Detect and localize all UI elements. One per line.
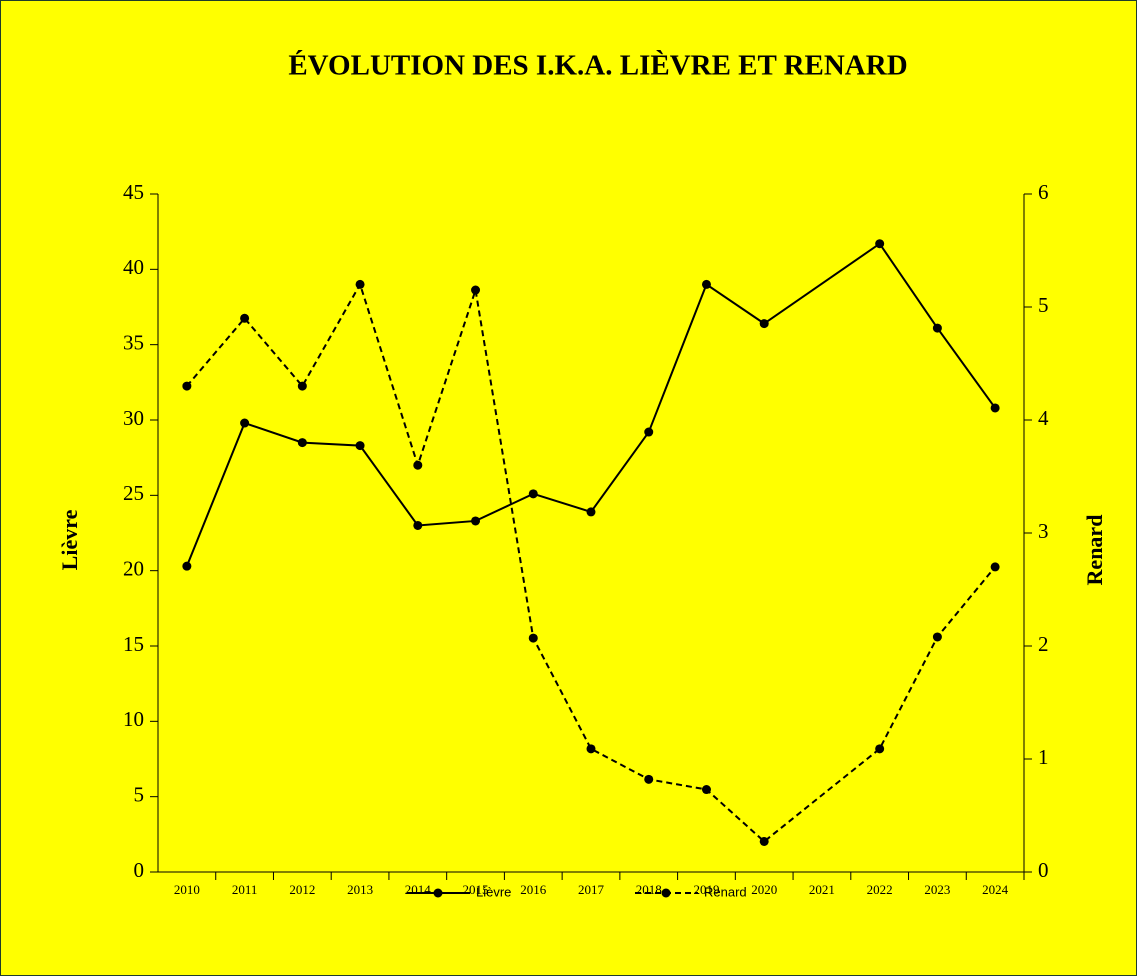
point <box>701 279 711 289</box>
point <box>182 561 192 571</box>
point <box>413 460 423 470</box>
y-tick-label: 0 <box>134 858 145 882</box>
point <box>528 633 538 643</box>
x-tick-label: 2014 <box>405 882 432 897</box>
y-axis-label: Lièvre <box>57 509 82 570</box>
series-line <box>185 242 996 567</box>
y2-tick-label: 5 <box>1038 293 1049 317</box>
point <box>586 744 596 754</box>
point <box>644 774 654 784</box>
y-tick-label: 25 <box>123 481 144 505</box>
x-tick-label: 2023 <box>924 882 950 897</box>
y-tick-label: 40 <box>123 255 144 279</box>
legend-label: Lièvre <box>476 884 511 899</box>
y-tick-label: 5 <box>134 782 145 806</box>
point <box>932 323 942 333</box>
point <box>240 313 250 323</box>
point <box>932 632 942 642</box>
point <box>528 489 538 499</box>
chart-title: ÉVOLUTION DES I.K.A. LIÈVRE ET RENARD <box>288 49 907 82</box>
point <box>297 381 307 391</box>
point <box>701 785 711 795</box>
x-tick-label: 2021 <box>809 882 835 897</box>
x-tick-label: 2020 <box>751 882 777 897</box>
x-tick-label: 2022 <box>867 882 893 897</box>
x-tick-label: 2010 <box>174 882 200 897</box>
x-tick-label: 2024 <box>982 882 1009 897</box>
y2-tick-label: 4 <box>1038 406 1049 430</box>
point <box>759 319 769 329</box>
point <box>586 507 596 517</box>
x-tick-label: 2017 <box>578 882 605 897</box>
y-tick-label: 35 <box>123 330 144 354</box>
y2-tick-label: 0 <box>1038 858 1049 882</box>
x-tick-label: 2018 <box>636 882 662 897</box>
point <box>355 441 365 451</box>
point <box>875 239 885 249</box>
y-tick-label: 20 <box>123 556 144 580</box>
series-line <box>186 281 996 843</box>
point <box>471 285 481 295</box>
legend-marker <box>433 888 443 898</box>
x-tick-label: 2016 <box>520 882 547 897</box>
point <box>759 836 769 846</box>
legend-marker <box>661 888 671 898</box>
point <box>355 279 365 289</box>
x-tick-label: 2012 <box>289 882 315 897</box>
y-tick-label: 30 <box>123 406 144 430</box>
x-tick-label: 2019 <box>693 882 719 897</box>
y-tick-label: 45 <box>123 180 144 204</box>
x-tick-label: 2013 <box>347 882 373 897</box>
y2-tick-label: 2 <box>1038 632 1049 656</box>
y-tick-label: 15 <box>123 632 144 656</box>
point <box>182 381 192 391</box>
x-tick-label: 2011 <box>232 882 258 897</box>
point <box>875 744 885 754</box>
y2-tick-label: 3 <box>1038 519 1049 543</box>
point <box>990 562 1000 572</box>
point <box>240 418 250 428</box>
y2-tick-label: 1 <box>1038 745 1049 769</box>
y-tick-label: 10 <box>123 707 144 731</box>
point <box>413 520 423 530</box>
y2-tick-label: 6 <box>1038 180 1049 204</box>
legend-label: Renard <box>704 884 747 899</box>
point <box>471 516 481 526</box>
point <box>297 438 307 448</box>
point <box>644 427 654 437</box>
point <box>990 403 1000 413</box>
y2-axis-label: Renard <box>1082 515 1107 586</box>
